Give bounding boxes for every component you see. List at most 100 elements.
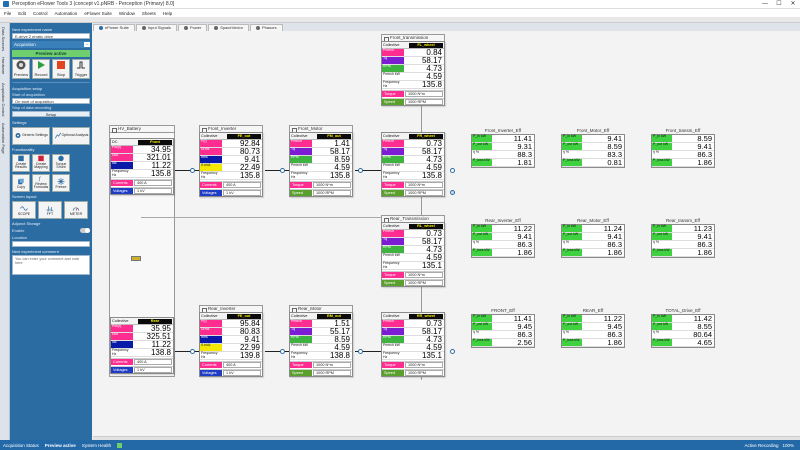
menu-window[interactable]: Window [118,10,135,16]
trigger-button[interactable]: Trigger [72,59,90,79]
menu-file[interactable]: File [4,10,12,16]
eff-title-0[interactable]: Front_Inverter_Eff [484,128,522,133]
tab-epower-suite[interactable]: ePower Suite [93,24,135,31]
fft-layout-button[interactable]: FFT [38,201,62,219]
channel-range-select[interactable]: 1 kV [134,367,172,373]
panel-mode-select[interactable]: Collective [383,43,400,47]
panel-mode-select[interactable]: Collective [291,134,308,138]
eff-title-4[interactable]: Rear_Motor_Eff [577,218,609,223]
start-select[interactable]: On start of acquisition [12,98,90,104]
menu-automation[interactable]: Automation [54,10,78,16]
channel-range-select[interactable]: 1 kV [223,370,261,376]
menu-eflower-suite[interactable]: eFlower Suite [84,10,112,16]
connector-dot[interactable] [450,168,455,173]
tab-hardware[interactable]: Hardware [1,57,6,75]
generic-settings-button[interactable]: Generic Settings [12,127,50,145]
preview-button[interactable]: Preview [12,59,30,79]
acquisition-section[interactable]: Acquisition – [12,41,90,48]
block-title-rear-transmission[interactable]: Rear_Transmission [381,215,445,223]
channel-range-select[interactable]: 1000 N*m [405,272,443,278]
connector-dot[interactable] [280,349,285,354]
freeze-button[interactable]: Freeze [52,174,70,192]
create-results-button[interactable]: Create Results [12,154,30,172]
status-system-health[interactable]: System Health [81,442,112,448]
menu-help[interactable]: Help [162,10,173,16]
panel-mode-select[interactable]: Collective [201,134,218,138]
tab-input-signals[interactable]: Input Signals [135,24,177,31]
eff-title-3[interactable]: Rear_Inverter_Eff [485,218,521,223]
tab-acquisition-control[interactable]: Acquisition Control [1,83,6,117]
panel-mode-select[interactable]: Collective [383,224,400,228]
channel-range-select[interactable]: 1000 N*m [313,182,351,188]
horizontal-scrollbar[interactable] [93,436,800,440]
connector-dot[interactable] [358,349,363,354]
menu-sheets[interactable]: Sheets [141,10,156,16]
tab-phasors[interactable]: Phasors [249,24,283,31]
connector-dot[interactable] [190,349,195,354]
scope-layout-button[interactable]: SCOPE [12,201,36,219]
channel-range-select[interactable]: 1000 N*m [405,91,443,97]
channel-range-select[interactable]: 400 A [223,362,261,368]
channel-range-select[interactable]: 1000 RPM [313,370,351,376]
minimize-button[interactable]: — [762,1,768,7]
block-title-front-transmission[interactable]: Front_transmission [381,34,445,42]
zoom-level[interactable]: 100% [782,442,794,448]
panel-mode-select[interactable]: Collective [383,314,400,318]
tab-power[interactable]: Power [177,24,208,31]
torque-shunt-button[interactable]: Torque Shunt [52,154,70,172]
block-title-hv-battery[interactable]: HV_Battery [109,125,175,133]
block-title-rear-inverter[interactable]: Rear_Inverter [199,305,263,313]
eff-title-7[interactable]: REAR_Eff [582,308,604,313]
panel-mode-select[interactable]: Collective [291,314,308,318]
stop-button[interactable]: Stop [52,59,70,79]
optional-analysis-button[interactable]: Optional Analysis [52,127,90,145]
channel-range-select[interactable]: 400 A [134,180,172,186]
tab-spacevector[interactable]: SpaceVector [208,24,249,31]
channel-range-select[interactable]: 1000 N*m [405,182,443,188]
channel-range-select[interactable]: 1000 N*m [405,362,443,368]
panel-mode-select[interactable]: Collective [383,134,400,138]
channel-range-select[interactable]: 400 A [134,359,172,365]
create-mapping-button[interactable]: Create Mapping [32,154,50,172]
channel-range-select[interactable]: 1000 N*m [313,362,351,368]
location-input[interactable] [12,241,90,247]
channel-range-select[interactable]: 1000 RPM [405,99,443,105]
eff-title-8[interactable]: TOTAL_Drive_Eff [665,308,701,313]
connector-dot[interactable] [190,168,195,173]
record-button[interactable]: Record [32,59,50,79]
enable-toggle[interactable] [80,228,90,233]
next-name-input[interactable]: E-drive 2 erratic drive [12,33,90,39]
setup-button[interactable]: Setup [12,111,90,117]
channel-range-select[interactable]: 1000 RPM [405,190,443,196]
panel-mode-select[interactable]: DC [112,140,118,144]
eff-title-6[interactable]: FRONT_Eff [491,308,515,313]
connector-dot[interactable] [280,168,285,173]
channel-range-select[interactable]: 1000 RPM [405,280,443,286]
channel-range-select[interactable]: 1 kV [223,190,261,196]
eff-title-5[interactable]: Rear_transm_Eff [666,218,700,223]
tab-data-sources[interactable]: Data Sources [1,27,6,52]
review-formulas-button[interactable]: ƒ Review Formulas [32,174,50,192]
menu-edit[interactable]: Edit [18,10,27,16]
tab-automation-page[interactable]: Automation Page [1,123,6,154]
close-button[interactable]: ✕ [790,1,796,7]
comment-textarea[interactable]: You can enter your comment and note here [12,255,90,275]
connector-dot[interactable] [450,349,455,354]
channel-range-select[interactable]: 1 kV [134,188,172,194]
maximize-button[interactable]: ☐ [776,1,782,7]
info-icon[interactable]: ? [450,190,455,195]
channel-range-select[interactable]: 1000 RPM [313,190,351,196]
block-title-front-motor[interactable]: Front_Motor [289,125,353,133]
connector-dot[interactable] [358,168,363,173]
collapse-icon[interactable]: – [84,42,90,47]
panel-mode-select[interactable]: Collective [112,319,129,323]
block-title-front-inverter[interactable]: Front_Inverter [199,125,263,133]
meter-layout-button[interactable]: METER [64,201,88,219]
channel-range-select[interactable]: 1000 RPM [405,370,443,376]
block-title-rear-motor[interactable]: Rear_Motor [289,305,353,313]
eff-title-2[interactable]: Front_transm_Eff [665,128,701,133]
eff-title-1[interactable]: Front_Motor_Eff [576,128,610,133]
channel-range-select[interactable]: 400 A [223,182,261,188]
copy-button[interactable]: Copy [12,174,30,192]
panel-mode-select[interactable]: Collective [201,314,218,318]
